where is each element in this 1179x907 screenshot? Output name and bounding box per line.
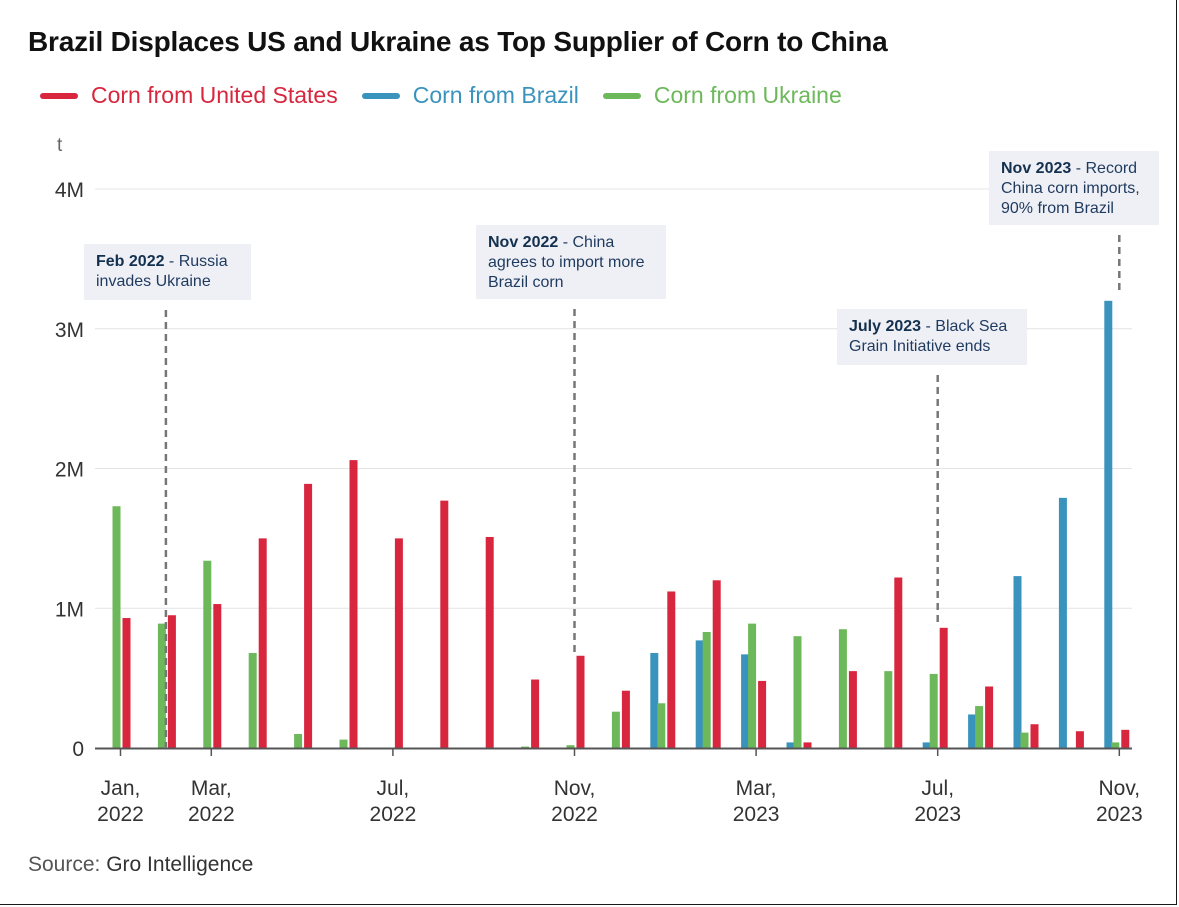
bar-corn-from-united-states [621,690,630,748]
bar-corn-from-brazil [1104,300,1113,748]
y-tick-label: 1M [55,598,84,621]
bar-corn-from-ukraine [112,506,121,748]
source-note: Source: Gro Intelligence [28,853,253,877]
bar-corn-from-ukraine [157,623,166,748]
bar-corn-from-ukraine [975,706,984,748]
legend-swatch [602,92,641,99]
source-name: Gro Intelligence [106,853,254,876]
bar-corn-from-united-states [712,580,721,748]
annotation-feb-2022: Feb 2022 - Russia invades Ukraine [84,244,251,300]
bar-corn-from-united-states [531,679,540,748]
bar-corn-from-united-states [985,686,994,748]
bar-corn-from-ukraine [521,746,530,748]
bar-corn-from-united-states [440,500,449,748]
bar-corn-from-ukraine [884,671,893,748]
legend-label: Corn from Brazil [412,82,579,108]
bar-corn-from-ukraine [611,711,620,748]
annotation-date: July 2023 [849,318,922,335]
bar-corn-from-brazil [650,652,659,748]
y-tick-label: 0 [72,738,84,761]
bar-corn-from-united-states [258,538,267,748]
x-tick-label: Jul, 2023 [914,777,961,826]
legend-item-corn-from-brazil: Corn from Brazil [361,82,579,109]
legend-item-corn-from-ukraine: Corn from Ukraine [602,82,842,109]
source-prefix: Source: [28,853,101,876]
bar-corn-from-ukraine [1020,732,1029,748]
legend-item-corn-from-united-states: Corn from United States [40,82,338,109]
y-tick-label: 2M [55,459,84,482]
bar-corn-from-brazil [922,742,931,748]
bar-corn-from-ukraine [793,636,802,748]
bar-corn-from-ukraine [702,632,711,748]
legend-label: Corn from United States [91,82,338,108]
legend-label: Corn from Ukraine [653,82,842,108]
bar-corn-from-ukraine [929,673,938,748]
x-tick-label: Mar, 2023 [733,777,780,826]
bar-corn-from-united-states [349,460,358,748]
x-tick-label: Jul, 2022 [370,777,417,826]
legend-swatch [40,92,78,99]
annotation-text: - Black Sea Grain Initiative ends [849,318,1008,355]
x-tick-label: Mar, 2022 [188,777,235,826]
annotation-july-2023: July 2023 - Black Sea Grain Initiative e… [837,309,1027,365]
bar-corn-from-ukraine [203,560,212,748]
bar-corn-from-united-states [485,536,494,748]
annotation-nov-2022: Nov 2022 - China agrees to import more B… [476,225,666,299]
bar-corn-from-united-states [304,483,313,748]
legend-swatch [361,92,400,99]
annotation-nov-2023: Nov 2023 - Record China corn imports, 90… [989,151,1159,225]
annotation-date: Nov 2023 [1001,160,1072,177]
bar-corn-from-brazil [786,742,795,748]
bar-corn-from-united-states [758,680,767,748]
bar-corn-from-united-states [394,538,403,748]
bar-corn-from-united-states [667,591,676,748]
y-axis-unit-label: t [57,135,63,156]
bar-corn-from-ukraine [566,745,575,748]
y-tick-label: 4M [55,179,84,202]
bar-corn-from-ukraine [294,734,303,748]
bar-corn-from-ukraine [748,623,757,748]
bar-corn-from-united-states [848,671,857,748]
x-tick-label: Nov, 2022 [551,777,598,826]
bar-corn-from-united-states [167,615,176,748]
x-tick-label: Nov, 2023 [1096,777,1143,826]
bar-corn-from-brazil [741,654,750,748]
y-tick-label: 3M [55,319,84,342]
chart-title: Brazil Displaces US and Ukraine as Top S… [28,26,888,57]
bar-corn-from-united-states [576,655,585,748]
bar-corn-from-ukraine [1111,742,1120,748]
bar-corn-from-brazil [968,714,977,748]
bar-corn-from-united-states [939,627,948,748]
bar-corn-from-united-states [1075,731,1084,748]
bar-corn-from-ukraine [339,739,348,748]
annotation-date: Feb 2022 [96,253,165,270]
bar-corn-from-brazil [1013,576,1022,748]
annotation-date: Nov 2022 [488,234,559,251]
chart-legend: Corn from United States Corn from Brazil C… [40,82,866,109]
bar-corn-from-united-states [1030,724,1039,748]
bar-corn-from-united-states [122,618,131,748]
annotation-text: - Russia invades Ukraine [96,253,228,290]
bar-corn-from-ukraine [838,629,847,748]
annotation-text: - China agrees to import more Brazil cor… [488,234,645,291]
bar-corn-from-brazil [695,640,704,748]
bar-corn-from-ukraine [657,703,666,748]
x-tick-label: Jan, 2022 [97,777,144,826]
bar-corn-from-united-states [803,742,812,748]
bar-corn-from-united-states [213,604,222,748]
bar-corn-from-united-states [1121,729,1130,748]
bar-corn-from-brazil [1058,497,1067,748]
bar-corn-from-united-states [894,577,903,748]
annotation-text: - Record China corn imports, 90% from Br… [1001,160,1140,217]
bar-corn-from-ukraine [248,652,257,748]
